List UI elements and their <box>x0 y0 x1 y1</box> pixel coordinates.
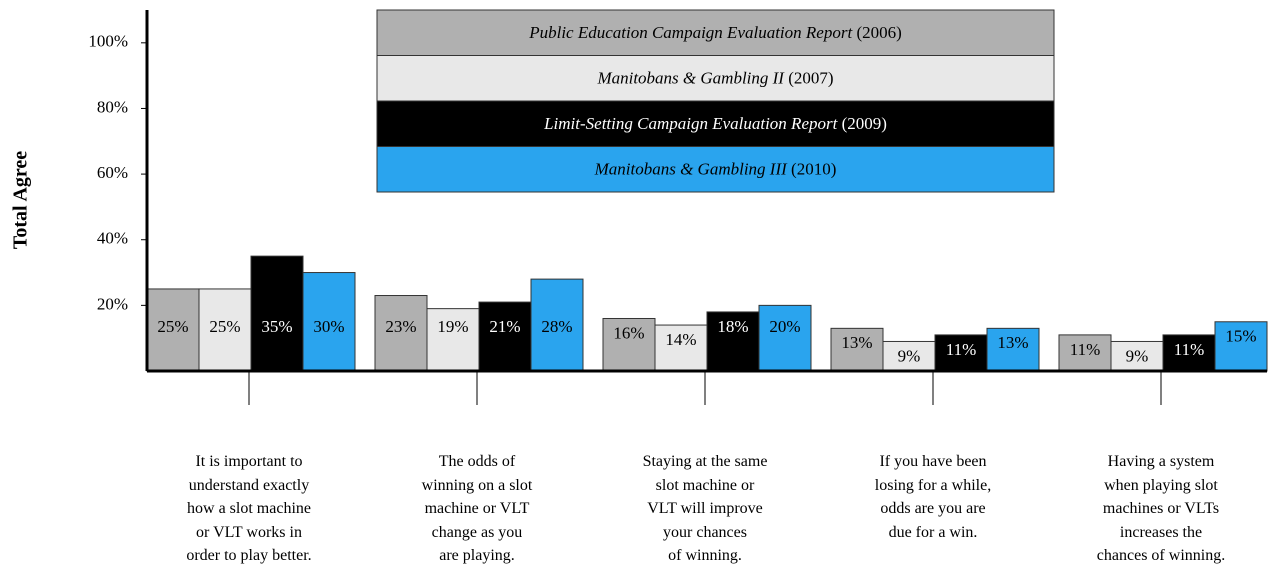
legend-label-year: (2007) <box>784 68 834 87</box>
bar <box>426 308 480 372</box>
data-label: 15% <box>1225 327 1256 346</box>
bar <box>302 272 356 372</box>
legend-label: Manitobans & Gambling II (2007) <box>596 68 833 87</box>
legend-label-title: Public Education Campaign Evaluation Rep… <box>528 23 853 42</box>
legend-label: Limit-Setting Campaign Evaluation Report… <box>543 114 887 133</box>
data-label: 23% <box>385 317 416 336</box>
bar <box>250 255 304 372</box>
data-label: 25% <box>209 317 240 336</box>
data-label: 13% <box>997 333 1028 352</box>
bar <box>478 301 532 372</box>
y-tick-label: 100% <box>88 32 128 51</box>
y-tick-label: 60% <box>97 163 128 182</box>
x-tick-label: It is important to understand exactly ho… <box>186 453 312 564</box>
legend-label-year: (2010) <box>787 159 837 178</box>
y-tick-label: 20% <box>97 294 128 313</box>
y-tick-label: 80% <box>97 97 128 116</box>
bar <box>198 288 252 372</box>
bar <box>1058 334 1112 372</box>
data-label: 35% <box>261 317 292 336</box>
data-label: 9% <box>1126 346 1149 365</box>
legend-swatch <box>376 146 1055 193</box>
legend-label-title: Manitobans & Gambling III <box>594 159 789 178</box>
bar <box>986 327 1040 372</box>
data-label: 18% <box>717 317 748 336</box>
legend-label-title: Manitobans & Gambling II <box>596 68 785 87</box>
data-label: 25% <box>157 317 188 336</box>
data-label: 11% <box>1070 340 1101 359</box>
bar <box>1214 321 1268 372</box>
bar <box>934 334 988 372</box>
data-label: 11% <box>1174 340 1205 359</box>
y-tick-label: 40% <box>97 229 128 248</box>
legend-label-year: (2009) <box>837 114 887 133</box>
legend-label-title: Limit-Setting Campaign Evaluation Report <box>543 114 839 133</box>
data-label: 11% <box>946 340 977 359</box>
y-axis-label: Total Agree <box>10 151 32 249</box>
data-label: 9% <box>898 346 921 365</box>
bar <box>706 311 760 372</box>
data-label: 30% <box>313 317 344 336</box>
legend-label: Manitobans & Gambling III (2010) <box>594 159 837 178</box>
data-label: 28% <box>541 317 572 336</box>
data-label: 19% <box>437 317 468 336</box>
x-tick-label: Having a system when playing slot machin… <box>1096 453 1226 564</box>
legend-label-year: (2006) <box>852 23 902 42</box>
data-label: 20% <box>769 317 800 336</box>
bar <box>882 340 936 372</box>
bar <box>654 324 708 372</box>
data-label: 16% <box>613 323 644 342</box>
legend-label: Public Education Campaign Evaluation Rep… <box>528 23 902 42</box>
bar <box>758 304 812 372</box>
x-tick-label: The odds of winning on a slot machine or… <box>421 453 533 564</box>
data-label: 13% <box>841 333 872 352</box>
x-tick-label: Staying at the same slot machine or VLT … <box>642 453 768 564</box>
data-label: 14% <box>665 330 696 349</box>
x-tick-label: If you have been losing for a while, odd… <box>874 453 992 541</box>
data-label: 21% <box>489 317 520 336</box>
legend-swatch <box>376 55 1055 102</box>
